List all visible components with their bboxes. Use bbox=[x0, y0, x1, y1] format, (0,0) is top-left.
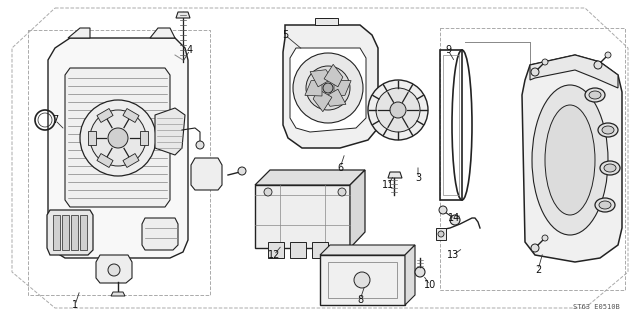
Ellipse shape bbox=[602, 126, 614, 134]
Text: 5: 5 bbox=[282, 30, 288, 40]
Circle shape bbox=[450, 215, 460, 225]
Polygon shape bbox=[80, 215, 87, 250]
Polygon shape bbox=[305, 80, 322, 96]
Polygon shape bbox=[142, 218, 178, 250]
Ellipse shape bbox=[599, 201, 611, 209]
Text: 1: 1 bbox=[72, 300, 78, 310]
Polygon shape bbox=[350, 170, 365, 248]
Text: 9: 9 bbox=[445, 45, 451, 55]
Polygon shape bbox=[310, 70, 332, 87]
Circle shape bbox=[108, 264, 120, 276]
Polygon shape bbox=[312, 242, 328, 258]
Polygon shape bbox=[313, 89, 332, 112]
Circle shape bbox=[338, 188, 346, 196]
Ellipse shape bbox=[585, 88, 605, 102]
Text: 8: 8 bbox=[357, 295, 363, 305]
Text: 13: 13 bbox=[447, 250, 459, 260]
Ellipse shape bbox=[545, 105, 595, 215]
Text: 14: 14 bbox=[448, 213, 460, 223]
Text: 2: 2 bbox=[535, 265, 541, 275]
Circle shape bbox=[605, 52, 611, 58]
Polygon shape bbox=[111, 292, 125, 296]
Polygon shape bbox=[176, 12, 190, 18]
Circle shape bbox=[108, 128, 128, 148]
Circle shape bbox=[542, 59, 548, 65]
Polygon shape bbox=[88, 131, 96, 145]
Ellipse shape bbox=[589, 91, 601, 99]
Polygon shape bbox=[530, 55, 618, 88]
Ellipse shape bbox=[595, 198, 615, 212]
Circle shape bbox=[439, 206, 447, 214]
Circle shape bbox=[264, 188, 272, 196]
Circle shape bbox=[306, 66, 350, 110]
Circle shape bbox=[531, 68, 539, 76]
Polygon shape bbox=[315, 18, 338, 25]
Circle shape bbox=[90, 110, 146, 166]
Polygon shape bbox=[47, 210, 93, 255]
Text: 12: 12 bbox=[268, 250, 280, 260]
Circle shape bbox=[376, 88, 420, 132]
Polygon shape bbox=[320, 255, 405, 305]
Circle shape bbox=[438, 231, 444, 237]
Polygon shape bbox=[334, 80, 351, 96]
Polygon shape bbox=[71, 215, 78, 250]
Text: 7: 7 bbox=[52, 115, 58, 125]
Polygon shape bbox=[68, 28, 90, 38]
Text: ST63 E0510B: ST63 E0510B bbox=[573, 304, 620, 310]
Polygon shape bbox=[53, 215, 60, 250]
Polygon shape bbox=[97, 154, 113, 167]
Ellipse shape bbox=[600, 161, 620, 175]
Circle shape bbox=[390, 102, 406, 118]
Circle shape bbox=[80, 100, 156, 176]
Polygon shape bbox=[123, 108, 139, 123]
Polygon shape bbox=[155, 108, 185, 155]
Text: 10: 10 bbox=[424, 280, 436, 290]
Ellipse shape bbox=[604, 164, 616, 172]
Circle shape bbox=[542, 235, 548, 241]
Polygon shape bbox=[191, 158, 222, 190]
Circle shape bbox=[368, 80, 428, 140]
Polygon shape bbox=[436, 228, 446, 240]
Polygon shape bbox=[283, 25, 378, 148]
Circle shape bbox=[594, 61, 602, 69]
Polygon shape bbox=[150, 28, 175, 38]
Polygon shape bbox=[405, 245, 415, 305]
Text: 11: 11 bbox=[382, 180, 394, 190]
Ellipse shape bbox=[532, 85, 608, 235]
Polygon shape bbox=[140, 131, 148, 145]
Ellipse shape bbox=[598, 123, 618, 137]
Text: 3: 3 bbox=[415, 173, 421, 183]
Circle shape bbox=[323, 83, 333, 93]
Polygon shape bbox=[320, 245, 415, 255]
Polygon shape bbox=[388, 172, 402, 178]
Polygon shape bbox=[268, 242, 284, 258]
Text: 6: 6 bbox=[337, 163, 343, 173]
Polygon shape bbox=[255, 185, 350, 248]
Circle shape bbox=[354, 272, 370, 288]
Polygon shape bbox=[522, 55, 622, 262]
Polygon shape bbox=[290, 48, 366, 132]
Circle shape bbox=[238, 167, 246, 175]
Polygon shape bbox=[324, 64, 343, 87]
Circle shape bbox=[293, 53, 363, 123]
Polygon shape bbox=[48, 38, 188, 258]
Polygon shape bbox=[65, 68, 170, 207]
Circle shape bbox=[531, 244, 539, 252]
Polygon shape bbox=[255, 170, 365, 185]
Text: 4: 4 bbox=[187, 45, 193, 55]
Polygon shape bbox=[324, 89, 346, 106]
Polygon shape bbox=[62, 215, 69, 250]
Circle shape bbox=[415, 267, 425, 277]
Polygon shape bbox=[290, 242, 306, 258]
Polygon shape bbox=[123, 154, 139, 167]
Polygon shape bbox=[96, 255, 132, 283]
Polygon shape bbox=[97, 108, 113, 123]
Circle shape bbox=[196, 141, 204, 149]
